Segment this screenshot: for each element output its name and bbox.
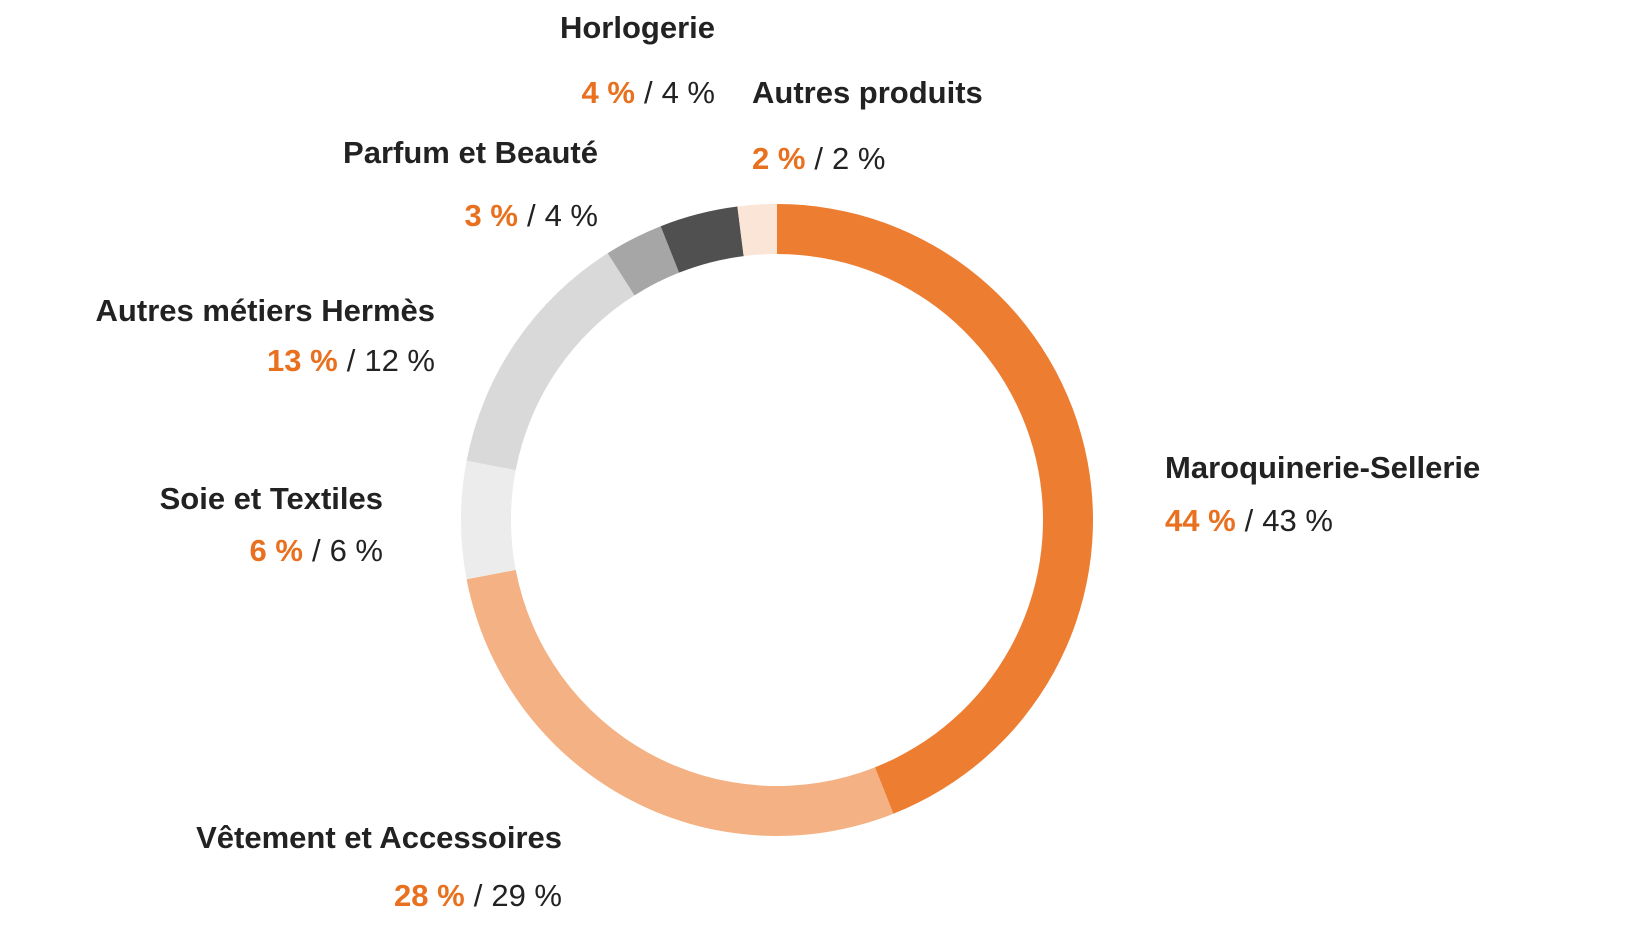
value-label: 28 % /29 %	[394, 878, 562, 913]
category-label: Vêtement et Accessoires	[196, 820, 562, 855]
category-label: Horlogerie	[560, 10, 715, 45]
donut-segment	[737, 204, 777, 257]
separator: /	[347, 343, 356, 378]
donut-segment	[461, 460, 516, 580]
previous-value: 2 %	[832, 141, 885, 176]
previous-value: 43 %	[1262, 503, 1333, 538]
previous-value: 12 %	[364, 343, 435, 378]
donut-segment	[466, 569, 894, 836]
value-label: 3 % / 4 %	[465, 198, 598, 233]
previous-value: 4 %	[545, 198, 598, 233]
current-value: 13 %	[267, 343, 338, 378]
previous-value: 29 %	[491, 878, 562, 913]
donut-segment	[660, 206, 744, 273]
current-value: 44 %	[1165, 503, 1236, 538]
value-label: 13 % /12 %	[267, 343, 435, 378]
separator: /	[527, 198, 536, 233]
category-label: Autres produits	[752, 75, 983, 110]
previous-value: 4 %	[662, 75, 715, 110]
current-value: 2 %	[752, 141, 805, 176]
current-value: 3 %	[465, 198, 518, 233]
previous-value: 6 %	[330, 533, 383, 568]
donut-segment	[777, 204, 1093, 814]
current-value: 28 %	[394, 878, 465, 913]
separator: /	[1245, 503, 1254, 538]
category-label: Parfum et Beauté	[343, 135, 598, 170]
donut-segment	[607, 226, 680, 296]
value-label: 4 % / 4 %	[582, 75, 715, 110]
category-label: Autres métiers Hermès	[96, 293, 435, 328]
value-label: 2 % / 2 %	[752, 141, 885, 176]
category-label: Maroquinerie-Sellerie	[1165, 450, 1480, 485]
separator: /	[814, 141, 823, 176]
category-label: Soie et Textiles	[160, 481, 383, 516]
current-value: 6 %	[250, 533, 303, 568]
value-label: 44 % /43 %	[1165, 503, 1333, 538]
separator: /	[644, 75, 653, 110]
value-label: 6 % / 6 %	[250, 533, 383, 568]
separator: /	[474, 878, 483, 913]
separator: /	[312, 533, 321, 568]
current-value: 4 %	[582, 75, 635, 110]
donut-segment	[466, 253, 635, 471]
